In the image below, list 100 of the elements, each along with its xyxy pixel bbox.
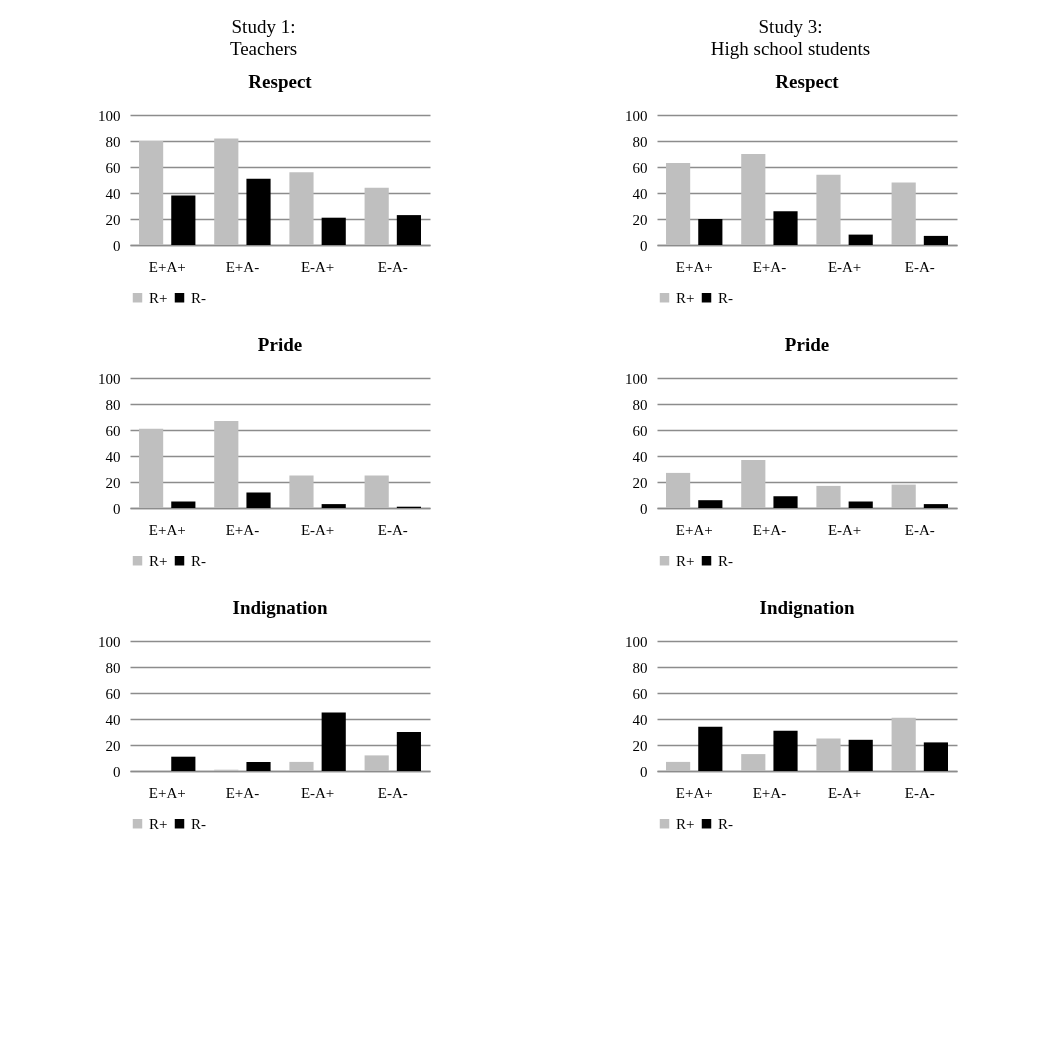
bar (741, 459, 766, 508)
bar (848, 739, 873, 771)
x-tick-label: E+A- (225, 784, 260, 801)
bar (246, 761, 271, 771)
bar (396, 215, 421, 245)
x-tick-label: E-A+ (827, 784, 862, 801)
bar (773, 211, 798, 245)
y-tick-label: 0 (113, 237, 121, 254)
bar (289, 172, 314, 245)
y-tick-label: 60 (632, 422, 648, 439)
text: Study 1: (231, 16, 296, 37)
y-tick-label: 40 (632, 711, 648, 728)
y-tick-label: 20 (105, 211, 121, 228)
text: Study 3: (758, 16, 823, 37)
y-tick-label: 60 (105, 422, 121, 439)
x-tick-label: E-A+ (300, 258, 335, 275)
y-tick-label: 80 (632, 133, 648, 150)
y-tick-label: 0 (113, 763, 121, 780)
y-tick-label: 60 (105, 685, 121, 702)
legend-label: R+ (676, 815, 695, 832)
y-tick-label: 60 (632, 159, 648, 176)
bar (816, 738, 841, 771)
bar (171, 195, 196, 245)
bar (923, 235, 948, 245)
bar (139, 141, 164, 245)
bar (171, 756, 196, 771)
text: High school students (710, 38, 871, 59)
x-tick-label: E-A+ (300, 784, 335, 801)
x-tick-label: E-A+ (827, 521, 862, 538)
bar (816, 485, 841, 508)
y-tick-label: 100 (98, 107, 121, 124)
legend-label: R+ (676, 552, 695, 569)
x-tick-label: E+A- (225, 258, 260, 275)
x-tick-label: E-A- (904, 784, 935, 801)
y-tick-label: 20 (632, 211, 648, 228)
bar (364, 755, 389, 771)
bar (139, 428, 164, 508)
y-tick-label: 20 (632, 737, 648, 754)
bar (321, 217, 346, 245)
bar (891, 182, 916, 245)
bar (891, 484, 916, 508)
y-tick-label: 0 (113, 500, 121, 517)
legend-label: R+ (149, 552, 168, 569)
bar (171, 501, 196, 508)
bar (698, 219, 723, 245)
y-tick-label: 100 (625, 107, 648, 124)
bar (698, 726, 723, 771)
bar (214, 420, 239, 508)
legend-label: R- (718, 815, 733, 832)
bar (848, 501, 873, 508)
y-tick-label: 40 (632, 185, 648, 202)
y-tick-label: 60 (632, 685, 648, 702)
x-tick-label: E+A- (752, 258, 787, 275)
chart-title: Indignation (232, 597, 328, 618)
y-tick-label: 80 (105, 133, 121, 150)
x-tick-label: E+A+ (148, 784, 186, 801)
x-tick-label: E+A+ (675, 521, 713, 538)
legend-label: R- (718, 289, 733, 306)
bar (923, 504, 948, 508)
x-tick-label: E+A+ (148, 258, 186, 275)
x-tick-label: E-A- (904, 521, 935, 538)
bar (741, 154, 766, 245)
bar (848, 234, 873, 245)
bar (666, 163, 691, 245)
y-tick-label: 100 (625, 633, 648, 650)
legend-label: R- (191, 552, 206, 569)
x-tick-label: E+A- (225, 521, 260, 538)
bar (214, 138, 239, 245)
y-tick-label: 60 (105, 159, 121, 176)
bar (816, 174, 841, 245)
y-tick-label: 0 (640, 763, 648, 780)
bar (364, 475, 389, 508)
bar (246, 492, 271, 508)
y-tick-label: 40 (632, 448, 648, 465)
text: Teachers (229, 38, 298, 59)
bar (666, 761, 691, 771)
bar (666, 472, 691, 508)
bar (289, 761, 314, 771)
bar (923, 742, 948, 771)
chart-title: Respect (775, 71, 840, 92)
y-tick-label: 40 (105, 185, 121, 202)
bar (741, 754, 766, 771)
legend-label: R+ (149, 815, 168, 832)
y-tick-label: 40 (105, 711, 121, 728)
bar (246, 178, 271, 245)
bar (396, 732, 421, 771)
x-tick-label: E-A- (377, 521, 408, 538)
y-tick-label: 80 (105, 659, 121, 676)
y-tick-label: 80 (632, 396, 648, 413)
bar (891, 717, 916, 771)
x-tick-label: E+A- (752, 521, 787, 538)
chart-title: Indignation (759, 597, 855, 618)
y-tick-label: 20 (632, 474, 648, 491)
x-tick-label: E-A- (904, 258, 935, 275)
bar (698, 500, 723, 508)
y-tick-label: 80 (105, 396, 121, 413)
chart-title: Pride (257, 334, 303, 355)
x-tick-label: E-A- (377, 784, 408, 801)
chart-title: Pride (784, 334, 830, 355)
x-tick-label: E-A+ (300, 521, 335, 538)
